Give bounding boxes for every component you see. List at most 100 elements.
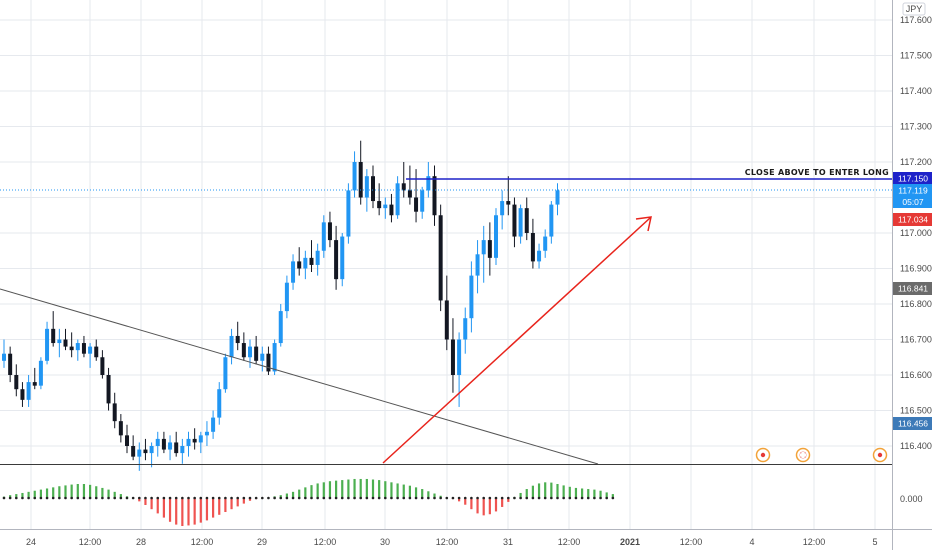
histogram-zero-dot xyxy=(482,496,486,500)
candle xyxy=(537,243,542,269)
candle xyxy=(248,339,252,368)
candle xyxy=(506,176,511,216)
histogram-zero-dot xyxy=(470,496,473,500)
candle xyxy=(229,328,234,365)
histogram-zero-dot xyxy=(131,496,135,500)
candle xyxy=(192,428,197,450)
candle xyxy=(444,275,449,351)
histogram-zero-dot xyxy=(463,496,467,500)
event-marker-icon[interactable] xyxy=(755,447,771,463)
candle xyxy=(88,343,93,368)
price-tick-label: 116.400 xyxy=(900,441,932,451)
svg-text:117.119: 117.119 xyxy=(898,186,928,196)
candle xyxy=(481,225,486,283)
candle xyxy=(260,346,265,372)
time-tick-label: 12:00 xyxy=(79,537,102,547)
candle xyxy=(204,421,209,446)
candle xyxy=(26,375,31,407)
time-tick-label: 12:00 xyxy=(191,537,214,547)
histogram-zero-dot xyxy=(138,496,141,500)
histogram-zero-dot xyxy=(150,496,153,500)
price-axis[interactable]: 117.600 117.500 117.400 117.300 117.200 117.1… xyxy=(900,15,932,451)
candle xyxy=(106,367,111,411)
histogram-zero-dot xyxy=(33,496,37,500)
histogram-zero-dot xyxy=(439,496,442,500)
svg-text:117.034: 117.034 xyxy=(898,215,928,225)
chart-grid xyxy=(0,0,892,529)
histogram-zero-dot xyxy=(174,496,178,500)
price-tag-trendline[interactable]: 116.456 xyxy=(893,417,932,430)
candle xyxy=(334,225,339,290)
histogram-zero-dot xyxy=(168,496,172,500)
histogram-zero-dot xyxy=(205,496,209,500)
time-tick-label: 12:00 xyxy=(680,537,703,547)
price-tick-label: 117.600 xyxy=(900,15,932,25)
histogram-zero-dot xyxy=(27,496,30,500)
histogram-zero-dot xyxy=(125,496,129,500)
histogram-zero-dot xyxy=(297,496,301,500)
histogram-zero-dot xyxy=(39,496,43,500)
candle xyxy=(414,169,419,223)
histogram-zero-dot xyxy=(488,496,492,500)
candle xyxy=(2,339,6,368)
histogram-zero-dot xyxy=(513,496,516,500)
svg-text:116.456: 116.456 xyxy=(898,419,928,429)
candle xyxy=(241,332,246,361)
histogram-zero-dot xyxy=(181,496,184,500)
candle xyxy=(401,162,406,198)
histogram-zero-dot xyxy=(187,496,190,500)
histogram-zero-dot xyxy=(556,496,559,500)
candle xyxy=(555,183,560,216)
histogram-zero-dot xyxy=(236,496,239,500)
histogram-zero-dot xyxy=(224,496,227,500)
candle xyxy=(450,318,455,393)
price-tag-resistance[interactable]: 117.150 xyxy=(893,172,932,185)
candle xyxy=(420,186,425,219)
candle xyxy=(543,229,548,258)
candle xyxy=(549,201,554,244)
svg-text:116.841: 116.841 xyxy=(898,284,928,294)
histogram-zero-dot xyxy=(199,496,203,500)
histogram-zero-dot xyxy=(304,496,307,500)
histogram-zero-dot xyxy=(217,496,221,500)
histogram-zero-dot xyxy=(261,496,264,500)
price-tag-current[interactable]: 117.119 05:07 xyxy=(893,184,932,208)
time-tick-label: 24 xyxy=(26,537,36,547)
histogram-zero-dot xyxy=(550,496,553,500)
histogram-zero-dot xyxy=(353,496,356,500)
histogram-zero-dot xyxy=(340,496,344,500)
price-tag-grey[interactable]: 116.841 xyxy=(893,282,932,295)
histogram-zero-dot xyxy=(402,496,406,500)
histogram-zero-dot xyxy=(76,496,80,500)
candle xyxy=(155,431,160,457)
currency-label: JPY xyxy=(906,4,923,14)
price-tick-label: 116.800 xyxy=(900,299,932,309)
candle xyxy=(137,442,142,471)
price-tag-red[interactable]: 117.034 xyxy=(893,213,932,226)
histogram-zero-dot xyxy=(248,496,252,500)
histogram-zero-dot xyxy=(365,496,369,500)
histogram-zero-dot xyxy=(445,496,449,500)
candle xyxy=(395,176,400,219)
candle xyxy=(500,190,505,230)
event-marker-icon[interactable] xyxy=(872,447,888,463)
candle xyxy=(494,208,498,265)
histogram-zero-dot xyxy=(162,496,166,500)
histogram-zero-dot xyxy=(568,496,572,500)
candle xyxy=(8,346,13,383)
descending-trendline[interactable] xyxy=(0,288,599,465)
long-arrow[interactable] xyxy=(382,216,652,464)
histogram-zero-dot xyxy=(8,496,12,500)
candle xyxy=(266,346,271,375)
time-axis[interactable]: 24 12:00 28 12:00 29 12:00 30 12:00 31 12:00 2021 1… xyxy=(26,537,878,547)
currency-selector[interactable]: JPY xyxy=(902,2,926,16)
event-marker-icon[interactable] xyxy=(795,447,811,463)
histogram-zero-dot xyxy=(562,496,565,500)
histogram-zero-dot xyxy=(605,496,608,500)
resistance-note[interactable]: CLOSE ABOVE TO ENTER LONG xyxy=(745,168,889,177)
candle xyxy=(346,183,351,244)
candle xyxy=(352,151,357,198)
time-tick-label: 30 xyxy=(380,537,390,547)
candle xyxy=(94,339,99,361)
